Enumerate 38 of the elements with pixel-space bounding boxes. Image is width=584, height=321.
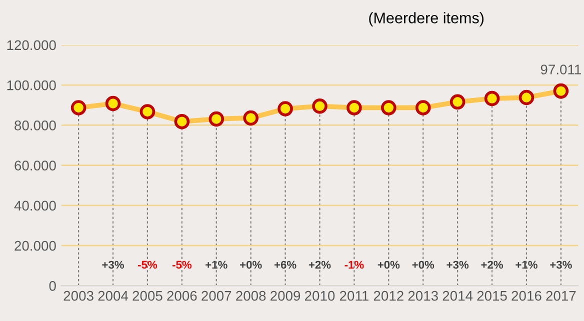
annotation: +0%: [412, 260, 434, 269]
x-tick-label: 2009: [270, 290, 300, 301]
annotation: +2%: [308, 260, 331, 269]
x-tick-label: 2008: [236, 290, 266, 301]
annotation: -1%: [344, 260, 364, 269]
y-tick-label: 100.000: [7, 80, 56, 90]
y-tick-label: 80.000: [14, 120, 56, 130]
y-tick-label: 120.000: [7, 40, 56, 50]
annotation: +6%: [274, 260, 296, 269]
x-tick-label: 2006: [167, 290, 197, 301]
x-tick-label: 2017: [546, 290, 576, 301]
x-tick-label: 2003: [64, 290, 94, 301]
annotation: +1%: [206, 260, 228, 269]
x-tick-label: 2015: [477, 290, 507, 301]
annotation: +2%: [481, 260, 503, 269]
x-tick-label: 2004: [98, 290, 128, 301]
annotation: -5%: [172, 260, 192, 269]
x-tick-label: 2014: [442, 290, 473, 301]
y-tick-label: 40.000: [14, 200, 56, 211]
chart-title: (Meerdere items): [369, 12, 484, 26]
x-tick-label: 2010: [304, 290, 335, 301]
annotation: +3%: [446, 260, 469, 269]
x-tick-label: 2005: [132, 290, 162, 301]
data-label: 97.011: [540, 64, 581, 74]
x-tick-label: 2012: [374, 290, 404, 301]
annotation: +1%: [516, 260, 538, 269]
annotation: -5%: [138, 260, 158, 269]
annotation: +3%: [102, 260, 124, 269]
annotation: +3%: [550, 260, 572, 269]
x-tick-label: 2011: [340, 290, 368, 301]
y-tick-label: 20.000: [14, 240, 56, 251]
annotation: +0%: [378, 260, 400, 269]
annotation: +0%: [240, 260, 262, 269]
x-tick-label: 2016: [512, 290, 542, 301]
y-tick-label: 60.000: [14, 160, 56, 170]
x-tick-label: 2013: [408, 290, 438, 301]
y-tick-label: 0: [49, 281, 56, 291]
x-tick-label: 2007: [202, 290, 232, 301]
